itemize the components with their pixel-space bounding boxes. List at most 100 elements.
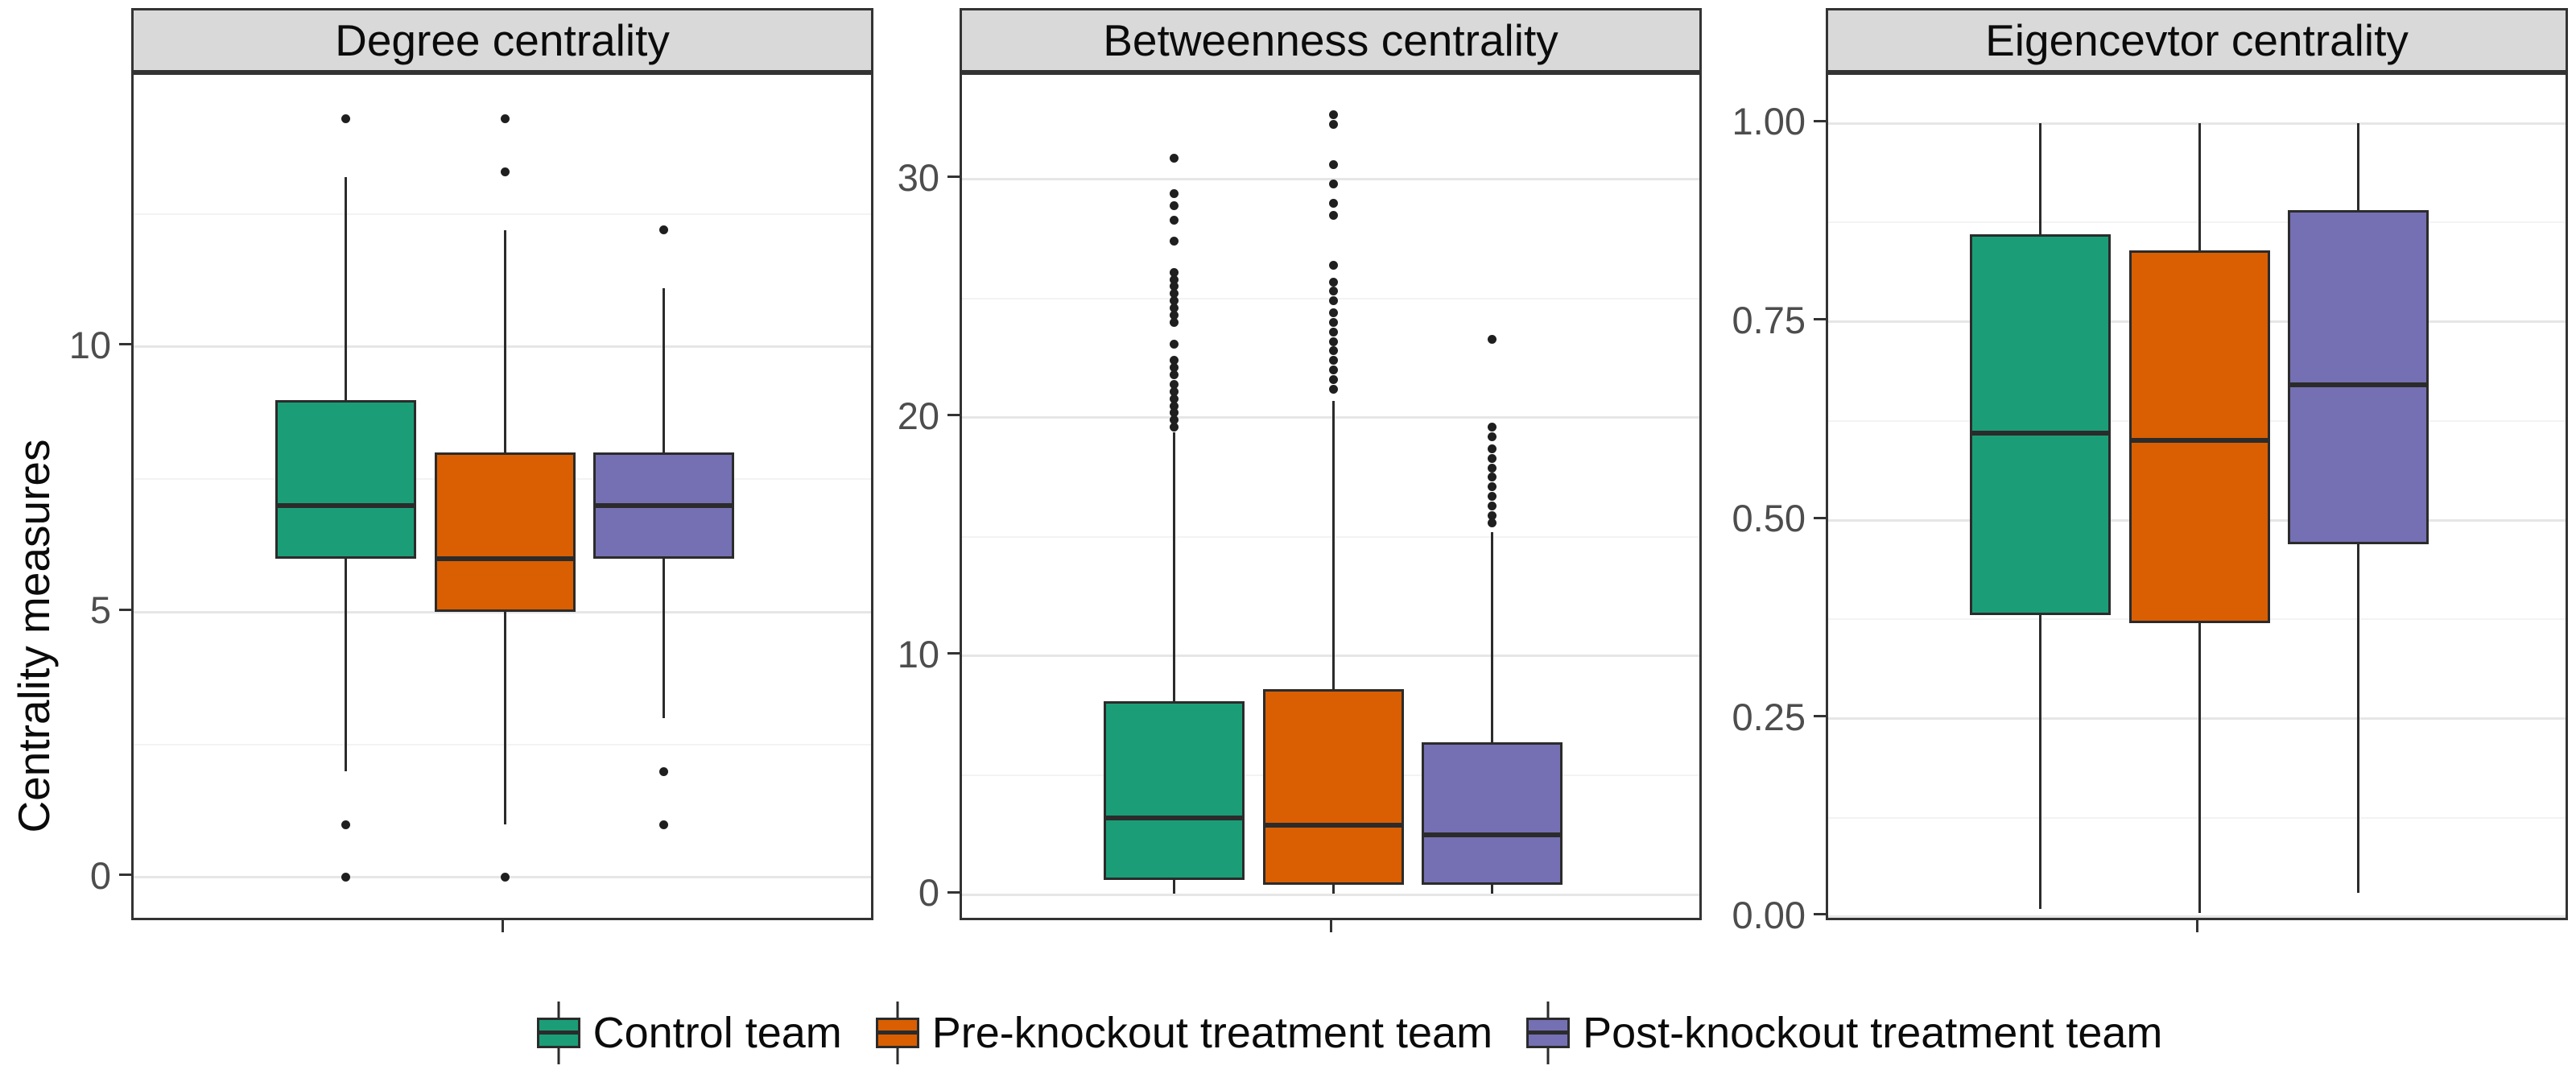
outlier-dot [1488,482,1497,492]
box-iqr [1969,234,2111,616]
legend-item-label: Post-knockout treatment team [1583,1009,2163,1057]
outlier-dot [341,114,350,123]
y-axis-tick-label: 30 [897,155,939,199]
gridline-minor [962,535,1699,538]
y-axis-tick-label: 0 [89,853,111,897]
outlier-dot [1328,180,1338,189]
gridline-major [962,893,1699,896]
outlier-dot [1328,210,1338,220]
outlier-dot [1169,188,1179,198]
y-axis-tick [947,890,960,894]
outlier-dot [1328,260,1338,270]
outlier-dot [1488,432,1497,441]
outlier-dot [1328,110,1338,120]
whisker-line [1172,432,1175,894]
facet-strip: Degree centrality [131,8,873,72]
outlier-dot [1328,327,1338,337]
median-line [434,556,576,562]
box-iqr [1103,701,1245,881]
outlier-dot [1169,275,1179,284]
outlier-dot [1169,408,1179,418]
median-line [593,503,735,509]
x-axis-tick [501,920,504,932]
y-axis-title: Centrality measures [9,439,59,833]
outlier-dot [1488,423,1497,432]
median-line [2128,438,2270,444]
box-iqr [2288,210,2429,544]
outlier-dot [659,766,669,776]
outlier-dot [1169,401,1179,411]
outlier-dot [1488,444,1497,453]
gridline-major [134,345,871,349]
y-axis-tick-label: 0 [918,871,939,915]
y-axis-tick-label: 20 [897,394,939,437]
gridline-minor [1828,221,2566,224]
gridline-minor [134,744,871,746]
outlier-dot [1169,153,1179,163]
gridline-minor [1828,816,2566,819]
legend-boxplot-key-icon [536,1002,580,1064]
gridline-major [962,655,1699,658]
legend-key-median [875,1031,919,1035]
gridline-major [1828,122,2566,125]
median-line [275,503,416,509]
y-axis-tick-label: 5 [89,589,111,632]
outlier-dot [1328,374,1338,384]
gridline-minor [134,213,871,215]
box-iqr [434,452,576,613]
outlier-dot [1328,277,1338,287]
outlier-dot [1328,384,1338,394]
box-iqr [1422,741,1563,886]
outlier-dot [1488,518,1497,527]
median-line [2288,382,2429,388]
y-axis-tick [1814,318,1826,321]
gridline-major [1828,717,2566,720]
outlier-dot [1328,120,1338,130]
outlier-dot [1328,296,1338,306]
outlier-dot [659,225,669,235]
median-line [1103,816,1245,821]
y-axis-tick [1814,119,1826,122]
outlier-dot [1328,366,1338,375]
gridline-major [1828,915,2566,919]
outlier-dot [1169,317,1179,327]
outlier-dot [1169,215,1179,225]
outlier-dot [659,820,669,829]
gridline-major [962,178,1699,181]
y-axis-tick-label: 1.00 [1732,100,1806,143]
outlier-dot [1169,310,1179,320]
outlier-dot [500,114,510,123]
median-line [1422,832,1563,838]
y-axis-tick [947,652,960,655]
outlier-dot [500,167,510,176]
outlier-dot [1169,394,1179,403]
y-axis-tick-label: 0.75 [1732,298,1806,341]
x-axis-tick [1329,920,1332,932]
outlier-dot [1328,356,1338,366]
y-axis-tick-label: 10 [68,323,111,366]
outlier-dot [1169,200,1179,210]
outlier-dot [1328,317,1338,327]
outlier-dot [341,820,350,829]
legend-key-median [536,1031,580,1035]
outlier-dot [1169,379,1179,389]
outlier-dot [1488,492,1497,502]
whisker-line [1331,401,1335,894]
outlier-dot [1488,463,1497,473]
legend: Control team Pre-knockout treatment team P… [131,997,2568,1069]
outlier-dot [1328,198,1338,208]
y-axis-tick [1814,715,1826,717]
outlier-dot [1169,296,1179,306]
outlier-dot [1488,473,1497,482]
outlier-dot [1169,339,1179,349]
outlier-dot [500,873,510,882]
box-iqr [275,399,416,560]
y-axis-tick-label: 0.00 [1732,893,1806,936]
y-axis-tick [119,608,131,611]
facet-strip-title: Degree centrality [335,15,670,65]
y-axis-tick-label: 0.50 [1732,497,1806,540]
facet-strip-title: Eigencevtor centrality [1985,15,2409,65]
legend-item: Pre-knockout treatment team [875,1002,1492,1064]
gridline-major [134,610,871,613]
